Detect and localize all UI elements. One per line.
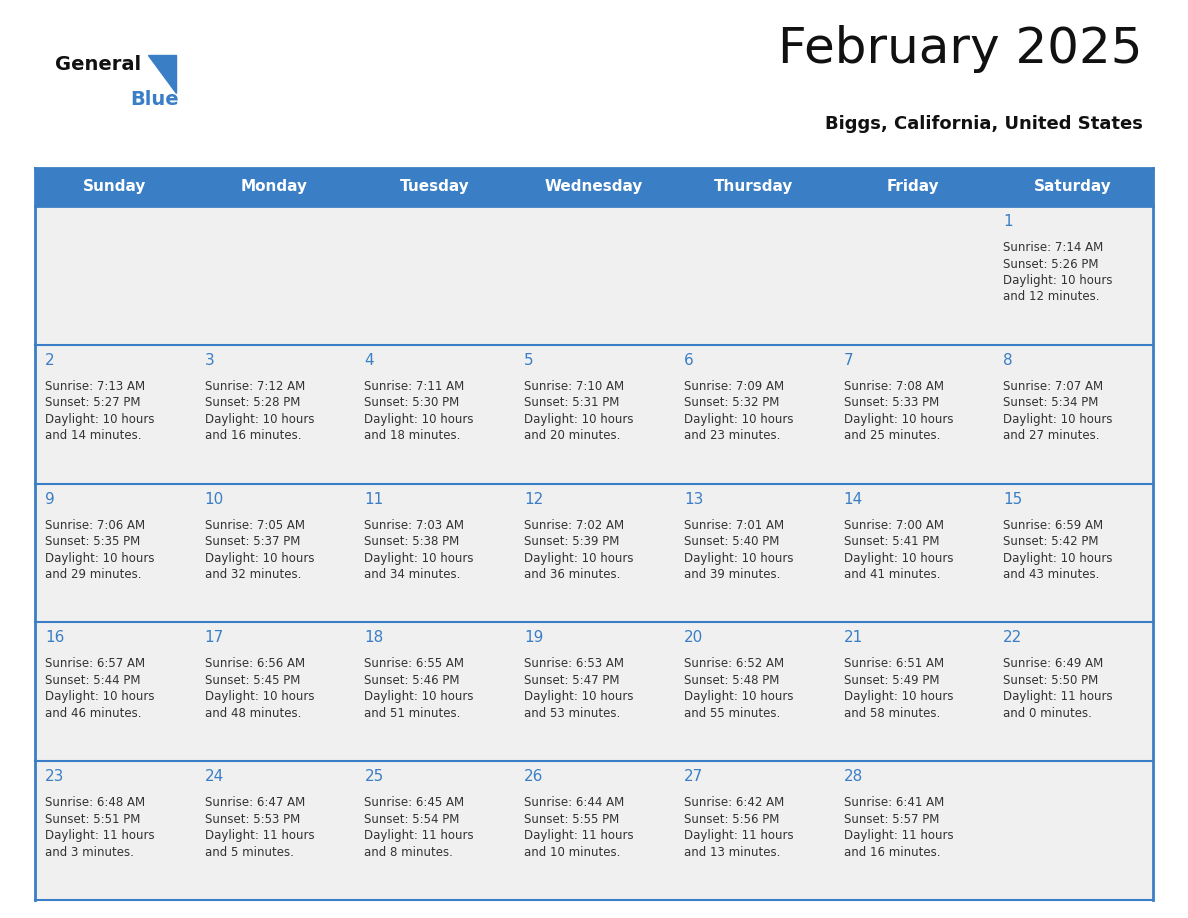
Text: Sunrise: 6:53 AM
Sunset: 5:47 PM
Daylight: 10 hours
and 53 minutes.: Sunrise: 6:53 AM Sunset: 5:47 PM Dayligh… [524, 657, 633, 720]
Text: 23: 23 [45, 769, 64, 784]
Text: Sunday: Sunday [83, 180, 146, 195]
Text: 15: 15 [1004, 492, 1023, 507]
Text: 16: 16 [45, 631, 64, 645]
Text: Sunrise: 6:55 AM
Sunset: 5:46 PM
Daylight: 10 hours
and 51 minutes.: Sunrise: 6:55 AM Sunset: 5:46 PM Dayligh… [365, 657, 474, 720]
Text: 1: 1 [1004, 214, 1013, 229]
Text: 7: 7 [843, 353, 853, 368]
Text: 6: 6 [684, 353, 694, 368]
Text: 2: 2 [45, 353, 55, 368]
Text: Tuesday: Tuesday [399, 180, 469, 195]
Text: Sunrise: 7:14 AM
Sunset: 5:26 PM
Daylight: 10 hours
and 12 minutes.: Sunrise: 7:14 AM Sunset: 5:26 PM Dayligh… [1004, 241, 1113, 304]
Text: Sunrise: 7:02 AM
Sunset: 5:39 PM
Daylight: 10 hours
and 36 minutes.: Sunrise: 7:02 AM Sunset: 5:39 PM Dayligh… [524, 519, 633, 581]
Text: 21: 21 [843, 631, 862, 645]
Text: Sunrise: 6:47 AM
Sunset: 5:53 PM
Daylight: 11 hours
and 5 minutes.: Sunrise: 6:47 AM Sunset: 5:53 PM Dayligh… [204, 796, 315, 858]
Text: 5: 5 [524, 353, 533, 368]
Text: Sunrise: 6:49 AM
Sunset: 5:50 PM
Daylight: 11 hours
and 0 minutes.: Sunrise: 6:49 AM Sunset: 5:50 PM Dayligh… [1004, 657, 1113, 720]
Text: General: General [55, 55, 141, 74]
Text: Sunrise: 6:42 AM
Sunset: 5:56 PM
Daylight: 11 hours
and 13 minutes.: Sunrise: 6:42 AM Sunset: 5:56 PM Dayligh… [684, 796, 794, 858]
Text: Sunrise: 6:48 AM
Sunset: 5:51 PM
Daylight: 11 hours
and 3 minutes.: Sunrise: 6:48 AM Sunset: 5:51 PM Dayligh… [45, 796, 154, 858]
Text: 8: 8 [1004, 353, 1013, 368]
Text: Sunrise: 7:03 AM
Sunset: 5:38 PM
Daylight: 10 hours
and 34 minutes.: Sunrise: 7:03 AM Sunset: 5:38 PM Dayligh… [365, 519, 474, 581]
Text: Sunrise: 6:52 AM
Sunset: 5:48 PM
Daylight: 10 hours
and 55 minutes.: Sunrise: 6:52 AM Sunset: 5:48 PM Dayligh… [684, 657, 794, 720]
Text: 24: 24 [204, 769, 225, 784]
Text: Sunrise: 6:41 AM
Sunset: 5:57 PM
Daylight: 11 hours
and 16 minutes.: Sunrise: 6:41 AM Sunset: 5:57 PM Dayligh… [843, 796, 953, 858]
Text: Sunrise: 7:09 AM
Sunset: 5:32 PM
Daylight: 10 hours
and 23 minutes.: Sunrise: 7:09 AM Sunset: 5:32 PM Dayligh… [684, 380, 794, 442]
Text: Sunrise: 7:13 AM
Sunset: 5:27 PM
Daylight: 10 hours
and 14 minutes.: Sunrise: 7:13 AM Sunset: 5:27 PM Dayligh… [45, 380, 154, 442]
Text: Sunrise: 7:05 AM
Sunset: 5:37 PM
Daylight: 10 hours
and 32 minutes.: Sunrise: 7:05 AM Sunset: 5:37 PM Dayligh… [204, 519, 314, 581]
Text: 4: 4 [365, 353, 374, 368]
Text: 13: 13 [684, 492, 703, 507]
Text: Saturday: Saturday [1035, 180, 1112, 195]
Text: 22: 22 [1004, 631, 1023, 645]
Text: 27: 27 [684, 769, 703, 784]
Text: Sunrise: 6:51 AM
Sunset: 5:49 PM
Daylight: 10 hours
and 58 minutes.: Sunrise: 6:51 AM Sunset: 5:49 PM Dayligh… [843, 657, 953, 720]
Text: Sunrise: 6:45 AM
Sunset: 5:54 PM
Daylight: 11 hours
and 8 minutes.: Sunrise: 6:45 AM Sunset: 5:54 PM Dayligh… [365, 796, 474, 858]
Text: Sunrise: 6:57 AM
Sunset: 5:44 PM
Daylight: 10 hours
and 46 minutes.: Sunrise: 6:57 AM Sunset: 5:44 PM Dayligh… [45, 657, 154, 720]
Text: February 2025: February 2025 [778, 25, 1143, 73]
Text: 20: 20 [684, 631, 703, 645]
Text: 19: 19 [524, 631, 544, 645]
Text: 12: 12 [524, 492, 543, 507]
Text: Sunrise: 7:00 AM
Sunset: 5:41 PM
Daylight: 10 hours
and 41 minutes.: Sunrise: 7:00 AM Sunset: 5:41 PM Dayligh… [843, 519, 953, 581]
Text: Sunrise: 7:06 AM
Sunset: 5:35 PM
Daylight: 10 hours
and 29 minutes.: Sunrise: 7:06 AM Sunset: 5:35 PM Dayligh… [45, 519, 154, 581]
Text: Sunrise: 7:07 AM
Sunset: 5:34 PM
Daylight: 10 hours
and 27 minutes.: Sunrise: 7:07 AM Sunset: 5:34 PM Dayligh… [1004, 380, 1113, 442]
Text: 26: 26 [524, 769, 544, 784]
Text: Sunrise: 6:59 AM
Sunset: 5:42 PM
Daylight: 10 hours
and 43 minutes.: Sunrise: 6:59 AM Sunset: 5:42 PM Dayligh… [1004, 519, 1113, 581]
Text: 14: 14 [843, 492, 862, 507]
Text: Biggs, California, United States: Biggs, California, United States [826, 115, 1143, 133]
Bar [34, 622, 1154, 761]
Text: 25: 25 [365, 769, 384, 784]
Text: Monday: Monday [241, 180, 308, 195]
Text: Sunrise: 6:44 AM
Sunset: 5:55 PM
Daylight: 11 hours
and 10 minutes.: Sunrise: 6:44 AM Sunset: 5:55 PM Dayligh… [524, 796, 633, 858]
Bar [34, 484, 1154, 622]
Bar [34, 206, 1154, 345]
Text: Sunrise: 7:11 AM
Sunset: 5:30 PM
Daylight: 10 hours
and 18 minutes.: Sunrise: 7:11 AM Sunset: 5:30 PM Dayligh… [365, 380, 474, 442]
Bar [34, 168, 1154, 206]
Text: Sunrise: 7:01 AM
Sunset: 5:40 PM
Daylight: 10 hours
and 39 minutes.: Sunrise: 7:01 AM Sunset: 5:40 PM Dayligh… [684, 519, 794, 581]
Text: 11: 11 [365, 492, 384, 507]
Bar [34, 345, 1154, 484]
Bar [34, 761, 1154, 900]
Text: Thursday: Thursday [714, 180, 794, 195]
Text: 28: 28 [843, 769, 862, 784]
Text: 17: 17 [204, 631, 225, 645]
Text: 9: 9 [45, 492, 55, 507]
Text: Sunrise: 7:08 AM
Sunset: 5:33 PM
Daylight: 10 hours
and 25 minutes.: Sunrise: 7:08 AM Sunset: 5:33 PM Dayligh… [843, 380, 953, 442]
Text: 10: 10 [204, 492, 225, 507]
Text: Friday: Friday [887, 180, 940, 195]
Text: Sunrise: 7:12 AM
Sunset: 5:28 PM
Daylight: 10 hours
and 16 minutes.: Sunrise: 7:12 AM Sunset: 5:28 PM Dayligh… [204, 380, 314, 442]
Polygon shape [148, 55, 176, 93]
Text: Sunrise: 7:10 AM
Sunset: 5:31 PM
Daylight: 10 hours
and 20 minutes.: Sunrise: 7:10 AM Sunset: 5:31 PM Dayligh… [524, 380, 633, 442]
Text: 18: 18 [365, 631, 384, 645]
Text: Sunrise: 6:56 AM
Sunset: 5:45 PM
Daylight: 10 hours
and 48 minutes.: Sunrise: 6:56 AM Sunset: 5:45 PM Dayligh… [204, 657, 314, 720]
Text: 3: 3 [204, 353, 215, 368]
Text: Wednesday: Wednesday [545, 180, 643, 195]
Text: Blue: Blue [129, 90, 178, 109]
